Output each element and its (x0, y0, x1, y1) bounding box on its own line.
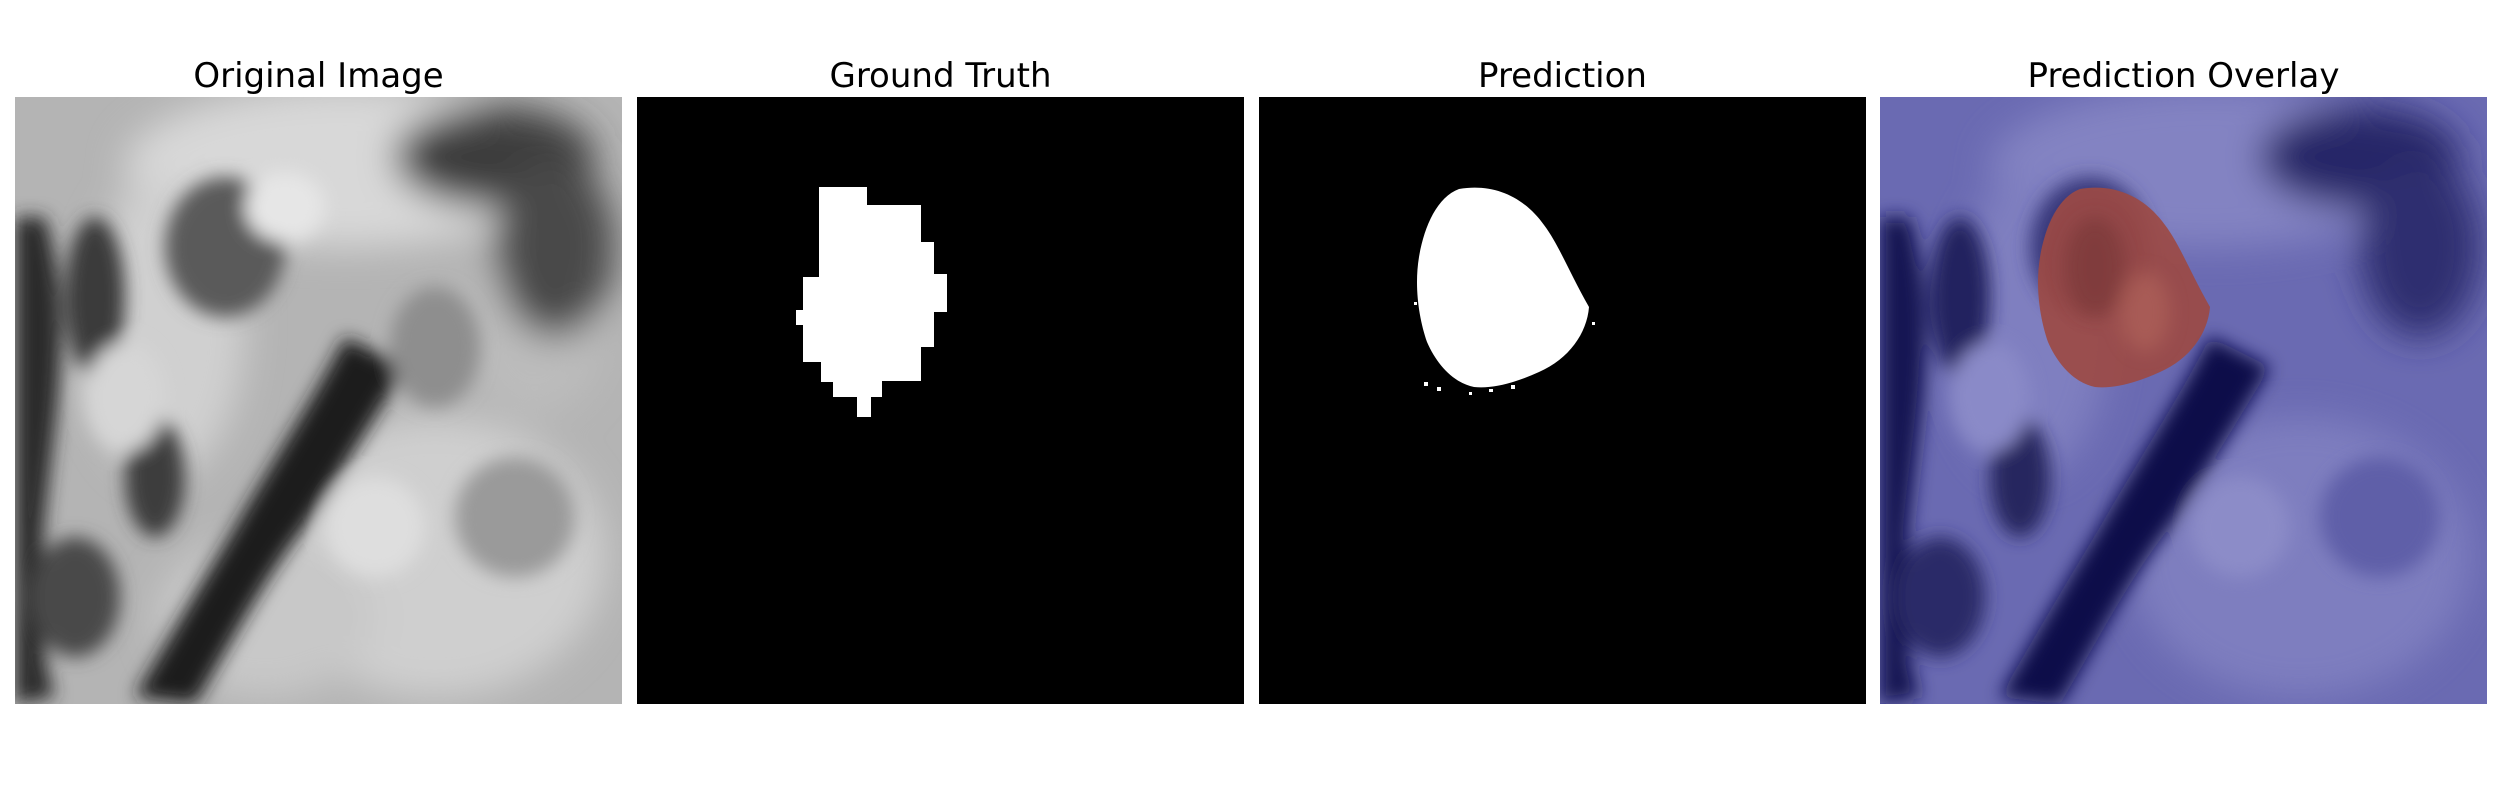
prediction-mask (1259, 97, 1866, 704)
panel-ground-truth: Ground Truth (637, 0, 1244, 800)
panel-title-overlay: Prediction Overlay (2027, 56, 2340, 96)
panel-prediction: Prediction (1259, 0, 1866, 800)
panel-title-ground-truth: Ground Truth (829, 56, 1052, 96)
prediction-region (1416, 187, 1589, 388)
panel-original-image: Original Image (15, 0, 622, 800)
ground-truth-mask (637, 97, 1244, 704)
original-image (15, 97, 622, 704)
panel-prediction-overlay: Prediction Overlay (1880, 0, 2487, 800)
ground-truth-region (796, 187, 947, 417)
panel-title-original: Original Image (193, 56, 444, 96)
prediction-overlay-image (1880, 97, 2487, 704)
panel-title-prediction: Prediction (1478, 56, 1647, 96)
